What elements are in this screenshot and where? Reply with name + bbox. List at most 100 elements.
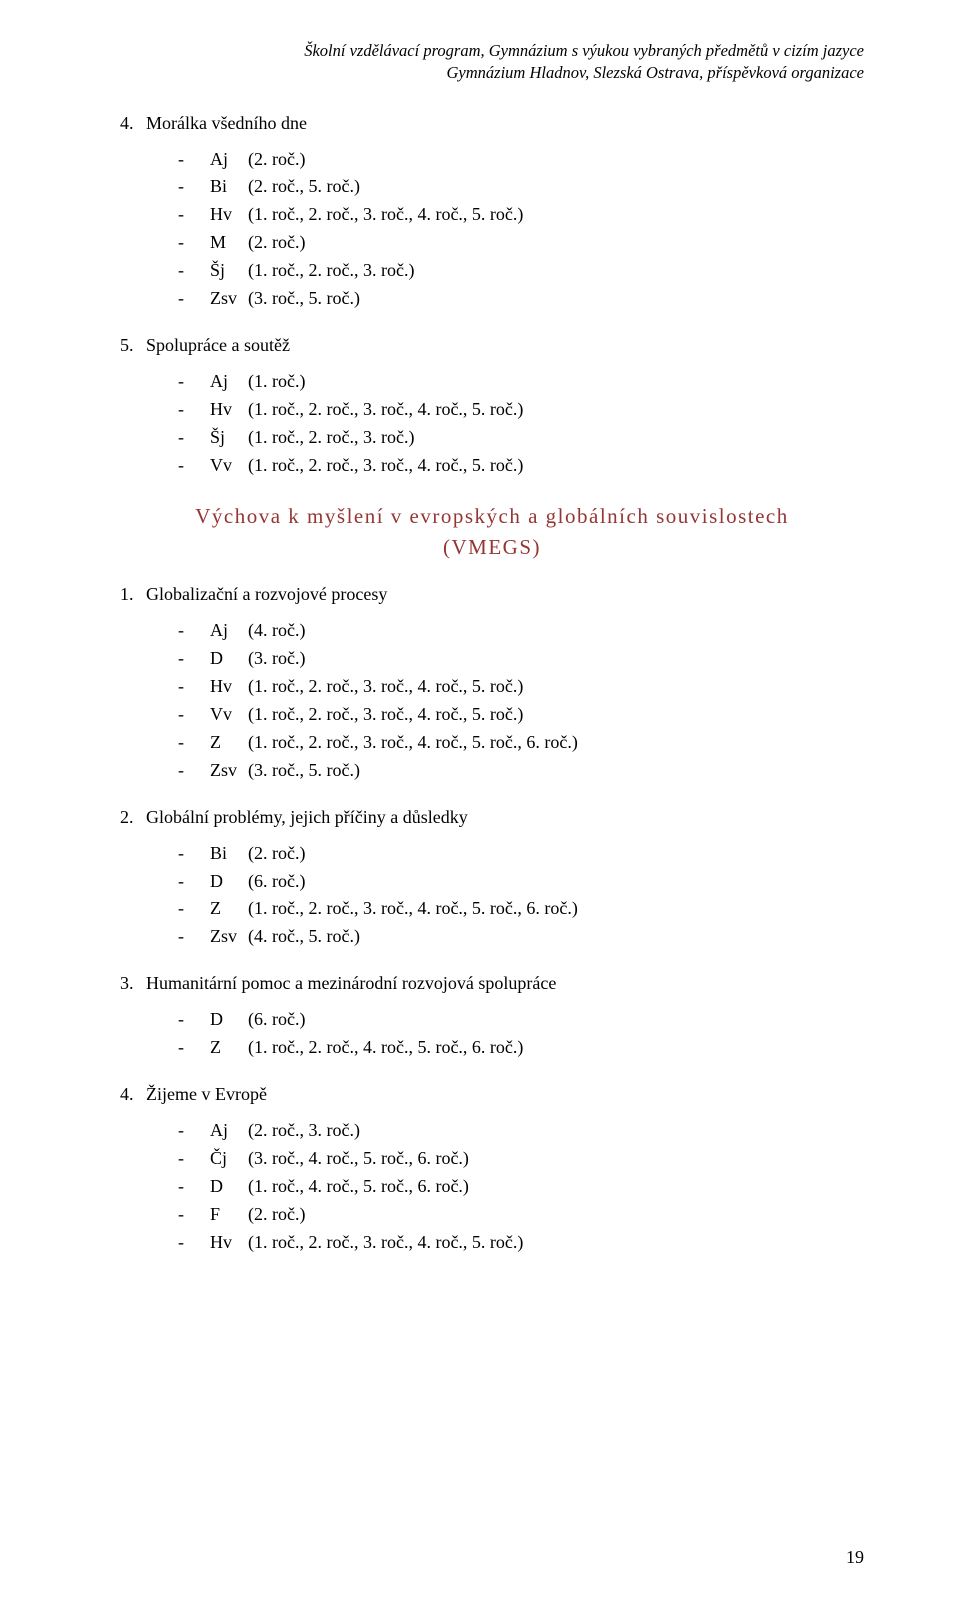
list-item: Šj(1. roč., 2. roč., 3. roč.) [178,257,864,285]
page-number: 19 [846,1547,864,1568]
vmegs-section-heading: 1.Globalizační a rozvojové procesy [120,584,864,605]
subject-years: (1. roč., 2. roč., 3. roč., 4. roč., 5. … [248,676,523,696]
vmegs-section-list: Aj(2. roč., 3. roč.)Čj(3. roč., 4. roč.,… [120,1117,864,1256]
header-line-2: Gymnázium Hladnov, Slezská Ostrava, přís… [120,62,864,84]
list-item: Z(1. roč., 2. roč., 4. roč., 5. roč., 6.… [178,1034,864,1062]
vmegs-section-num: 1. [120,584,146,605]
list-item: Aj(4. roč.) [178,617,864,645]
list-item: D(6. roč.) [178,868,864,896]
section-list: Aj(1. roč.)Hv(1. roč., 2. roč., 3. roč.,… [120,368,864,480]
subject-abbr: Aj [210,617,248,645]
list-item: Šj(1. roč., 2. roč., 3. roč.) [178,424,864,452]
list-item: Bi(2. roč., 5. roč.) [178,173,864,201]
vmegs-section-list: Aj(4. roč.)D(3. roč.)Hv(1. roč., 2. roč.… [120,617,864,784]
subject-abbr: Zsv [210,923,248,951]
vmegs-section-num: 3. [120,973,146,994]
subject-abbr: Hv [210,673,248,701]
vmegs-section-num: 2. [120,807,146,828]
vmegs-sections: 1.Globalizační a rozvojové procesyAj(4. … [120,584,864,1256]
subject-years: (1. roč., 2. roč., 4. roč., 5. roč., 6. … [248,1037,523,1057]
list-item: Z(1. roč., 2. roč., 3. roč., 4. roč., 5.… [178,729,864,757]
subject-years: (3. roč., 5. roč.) [248,760,360,780]
section-num: 4. [120,113,146,134]
subject-abbr: Z [210,1034,248,1062]
list-item: M(2. roč.) [178,229,864,257]
vmegs-section-title: Humanitární pomoc a mezinárodní rozvojov… [146,973,556,993]
vmegs-section-list: D(6. roč.)Z(1. roč., 2. roč., 4. roč., 5… [120,1006,864,1062]
subject-years: (6. roč.) [248,871,305,891]
list-item: F(2. roč.) [178,1201,864,1229]
subject-abbr: Bi [210,173,248,201]
subject-abbr: D [210,645,248,673]
subject-years: (2. roč.) [248,843,305,863]
subject-abbr: Hv [210,201,248,229]
vmegs-section-heading: 4.Žijeme v Evropě [120,1084,864,1105]
list-item: Zsv(3. roč., 5. roč.) [178,285,864,313]
vmegs-section-heading: 2.Globální problémy, jejich příčiny a dů… [120,807,864,828]
subject-abbr: Vv [210,452,248,480]
subject-years: (1. roč., 2. roč., 3. roč., 4. roč., 5. … [248,455,523,475]
list-item: Aj(2. roč., 3. roč.) [178,1117,864,1145]
subject-years: (4. roč., 5. roč.) [248,926,360,946]
subject-years: (3. roč.) [248,648,305,668]
subject-years: (2. roč., 5. roč.) [248,176,360,196]
vmegs-section-title: Globální problémy, jejich příčiny a důsl… [146,807,468,827]
subject-abbr: Vv [210,701,248,729]
list-item: Vv(1. roč., 2. roč., 3. roč., 4. roč., 5… [178,701,864,729]
section-list: Aj(2. roč.)Bi(2. roč., 5. roč.)Hv(1. roč… [120,146,864,313]
subject-years: (2. roč.) [248,232,305,252]
subject-abbr: F [210,1201,248,1229]
vmegs-section-title: Globalizační a rozvojové procesy [146,584,387,604]
subject-abbr: Z [210,895,248,923]
subject-years: (1. roč.) [248,371,305,391]
subject-abbr: Šj [210,424,248,452]
list-item: Zsv(3. roč., 5. roč.) [178,757,864,785]
subject-years: (6. roč.) [248,1009,305,1029]
subject-abbr: Hv [210,396,248,424]
list-item: Hv(1. roč., 2. roč., 3. roč., 4. roč., 5… [178,673,864,701]
list-item: Aj(2. roč.) [178,146,864,174]
list-item: D(6. roč.) [178,1006,864,1034]
vmegs-title-line2: (VMEGS) [443,535,541,559]
list-item: Hv(1. roč., 2. roč., 3. roč., 4. roč., 5… [178,396,864,424]
list-item: Hv(1. roč., 2. roč., 3. roč., 4. roč., 5… [178,201,864,229]
list-item: Vv(1. roč., 2. roč., 3. roč., 4. roč., 5… [178,452,864,480]
subject-abbr: Aj [210,1117,248,1145]
subject-years: (4. roč.) [248,620,305,640]
vmegs-section-num: 4. [120,1084,146,1105]
subject-years: (1. roč., 2. roč., 3. roč., 4. roč., 5. … [248,204,523,224]
list-item: Aj(1. roč.) [178,368,864,396]
header-line-1: Školní vzdělávací program, Gymnázium s v… [120,40,864,62]
subject-abbr: Hv [210,1229,248,1257]
subject-abbr: Z [210,729,248,757]
top-sections: 4.Morálka všedního dneAj(2. roč.)Bi(2. r… [120,113,864,480]
subject-years: (2. roč., 3. roč.) [248,1120,360,1140]
section-heading: 5.Spolupráce a soutěž [120,335,864,356]
subject-abbr: M [210,229,248,257]
subject-abbr: Šj [210,257,248,285]
list-item: D(1. roč., 4. roč., 5. roč., 6. roč.) [178,1173,864,1201]
subject-abbr: Zsv [210,285,248,313]
vmegs-heading: Výchova k myšlení v evropských a globáln… [160,501,824,562]
vmegs-section-heading: 3.Humanitární pomoc a mezinárodní rozvoj… [120,973,864,994]
section-title: Spolupráce a soutěž [146,335,290,355]
subject-years: (3. roč., 4. roč., 5. roč., 6. roč.) [248,1148,469,1168]
section-num: 5. [120,335,146,356]
subject-abbr: Bi [210,840,248,868]
subject-years: (1. roč., 4. roč., 5. roč., 6. roč.) [248,1176,469,1196]
subject-years: (3. roč., 5. roč.) [248,288,360,308]
vmegs-section-title: Žijeme v Evropě [146,1084,267,1104]
vmegs-section-list: Bi(2. roč.)D(6. roč.)Z(1. roč., 2. roč.,… [120,840,864,952]
subject-years: (1. roč., 2. roč., 3. roč., 4. roč., 5. … [248,704,523,724]
subject-abbr: Zsv [210,757,248,785]
section-heading: 4.Morálka všedního dne [120,113,864,134]
subject-years: (1. roč., 2. roč., 3. roč.) [248,260,414,280]
document-header: Školní vzdělávací program, Gymnázium s v… [120,40,864,85]
subject-years: (1. roč., 2. roč., 3. roč., 4. roč., 5. … [248,1232,523,1252]
subject-abbr: Čj [210,1145,248,1173]
subject-years: (1. roč., 2. roč., 3. roč., 4. roč., 5. … [248,732,578,752]
subject-years: (1. roč., 2. roč., 3. roč.) [248,427,414,447]
subject-abbr: Aj [210,146,248,174]
vmegs-title-line1: Výchova k myšlení v evropských a globáln… [195,504,789,528]
subject-abbr: D [210,1173,248,1201]
